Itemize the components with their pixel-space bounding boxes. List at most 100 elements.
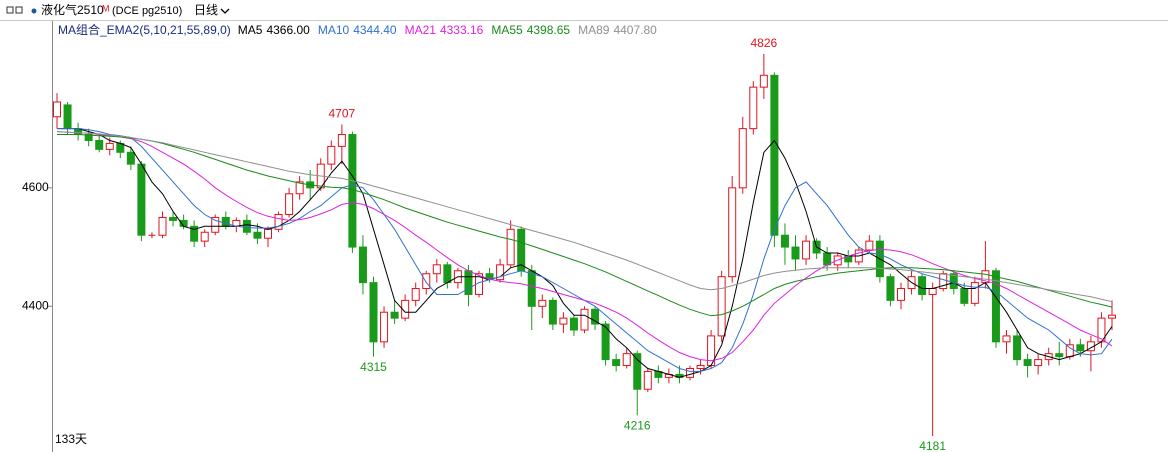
ma-line — [57, 128, 1113, 378]
indicator-label: MA组合_EMA2(5,10,21,55,89,0) — [58, 22, 231, 37]
period-chevron[interactable] — [220, 8, 230, 14]
candle-body — [380, 311, 389, 343]
candle-body — [622, 353, 631, 367]
candle-body — [580, 308, 589, 331]
candle-body — [169, 216, 178, 221]
icon-box — [6, 6, 14, 14]
candle-body — [274, 213, 283, 230]
header-icon — [6, 6, 37, 14]
candle-body — [95, 139, 104, 150]
y-tick-label: 4600 — [22, 180, 49, 194]
candle-body — [548, 299, 557, 325]
candle-body — [53, 101, 61, 118]
candle-body — [686, 367, 694, 378]
candle-body — [401, 299, 410, 319]
candle-body — [696, 365, 705, 369]
candle-body — [823, 252, 832, 266]
candle-body — [538, 299, 547, 307]
candle-body — [749, 86, 758, 130]
chart-title: 液化气2510 — [41, 2, 104, 17]
candle-body — [928, 288, 937, 295]
candle-body — [1034, 359, 1043, 367]
candle-body — [411, 288, 420, 301]
candle-body — [802, 240, 811, 260]
candle-body — [1076, 344, 1085, 352]
legend-value: 4344.40 — [353, 23, 397, 37]
candle-body — [264, 228, 272, 239]
candle-body — [791, 246, 800, 260]
icon-box — [15, 6, 23, 14]
ma-line — [56, 131, 1113, 303]
candle-body — [918, 276, 927, 295]
candle-body — [897, 288, 905, 301]
ma-line — [56, 131, 1113, 362]
candle-body — [1002, 335, 1011, 343]
candle-body — [759, 74, 768, 88]
legend-name: MA21 — [405, 23, 437, 37]
candle-body — [1065, 344, 1074, 358]
candle-body — [728, 187, 737, 278]
candle-body — [211, 216, 220, 233]
candle-body — [738, 128, 747, 189]
candle-body — [770, 74, 779, 236]
legend-name: MA89 — [578, 23, 610, 37]
candle-body — [569, 317, 578, 331]
candle-body — [158, 216, 167, 236]
high-label: 4707 — [328, 107, 355, 121]
legend-value: 4398.65 — [527, 23, 571, 37]
legend-value: 4407.80 — [613, 23, 657, 37]
candle-body — [633, 353, 642, 390]
y-tick-label: 4400 — [22, 298, 49, 312]
title-tag: M — [102, 3, 110, 13]
candle-body — [612, 359, 621, 367]
bar-count: 133天 — [55, 432, 87, 446]
candle-body — [991, 270, 1000, 343]
candle-body — [496, 264, 505, 281]
legend-name: MA10 — [318, 23, 350, 37]
candle-body — [527, 270, 536, 307]
high-label: 4826 — [750, 36, 777, 50]
ma-line — [57, 134, 1113, 317]
candle-body — [295, 181, 304, 195]
candle-body — [1013, 335, 1022, 361]
candle-body — [443, 264, 452, 284]
candle-body — [190, 225, 199, 242]
legend-name: MA55 — [491, 23, 523, 37]
low-label: 4216 — [624, 418, 651, 432]
candle-body — [358, 246, 367, 284]
candle-body — [886, 276, 895, 301]
legend-value: 4366.00 — [266, 23, 310, 37]
candle-body — [137, 163, 146, 236]
candle-body — [464, 270, 473, 295]
candle-body — [780, 234, 789, 248]
candle-body — [1108, 314, 1116, 319]
icon-dot — [31, 8, 37, 14]
period[interactable]: 日线 — [194, 3, 218, 17]
candle-body — [1023, 359, 1032, 367]
candle-body — [717, 276, 726, 337]
candle-body — [432, 264, 441, 275]
legend-value: 4333.16 — [440, 23, 484, 37]
candle-body — [390, 311, 399, 319]
candle-body — [591, 308, 600, 325]
candle-body — [939, 273, 948, 290]
candle-body — [337, 134, 346, 147]
candle-body — [960, 288, 969, 304]
candle-body — [200, 231, 209, 242]
candle-body — [506, 228, 515, 266]
candle-body — [221, 216, 230, 227]
candle-body — [63, 104, 72, 130]
legend-name: MA5 — [238, 23, 263, 37]
candle-body — [865, 240, 874, 251]
candle-body — [242, 219, 251, 233]
candle-body — [422, 273, 431, 290]
candle-body — [105, 142, 114, 150]
candle-body — [369, 282, 378, 343]
candle-body — [84, 134, 93, 141]
candle-body — [253, 231, 262, 239]
candle-body — [126, 151, 135, 165]
candle-body — [285, 193, 294, 215]
low-label: 4181 — [919, 439, 946, 452]
